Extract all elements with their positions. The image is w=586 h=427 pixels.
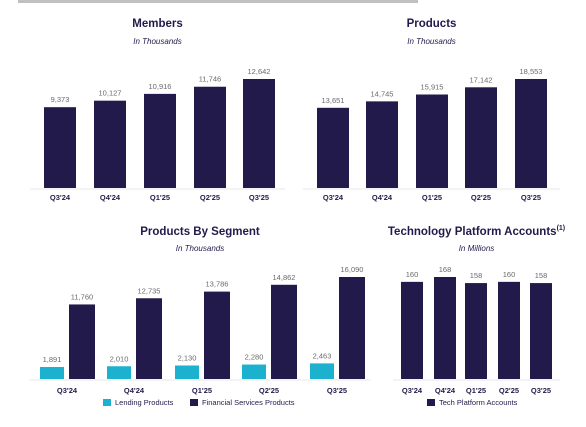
bar-value-label: 9,373: [51, 95, 70, 104]
bar-value-label: 1,891: [43, 355, 62, 364]
chart-subtitle: In Thousands: [133, 37, 181, 46]
chart-title: Technology Platform Accounts(1): [388, 225, 565, 238]
chart-subtitle: In Thousands: [407, 37, 455, 46]
chart-title-text: Products By Segment: [140, 226, 260, 238]
bar-value-label: 11,746: [199, 75, 221, 84]
bar: [317, 107, 349, 188]
bar-value-label: 168: [439, 265, 452, 274]
legend-swatch-lending: [103, 399, 111, 406]
category-tick-label: Q1'25: [466, 386, 486, 395]
bar: [401, 281, 423, 379]
bar: [144, 93, 176, 188]
bar-value-label: 160: [406, 270, 419, 279]
bar: [94, 100, 126, 188]
bar: [366, 101, 398, 188]
chart-title: Members: [132, 18, 183, 30]
category-tick-label: Q4'24: [100, 193, 121, 202]
bar-value-label: 16,090: [341, 265, 364, 274]
bar: [44, 107, 76, 188]
bar: [243, 79, 275, 188]
category-tick-label: Q3'24: [57, 386, 78, 395]
bar: [434, 277, 456, 379]
bar-value-label: 10,127: [99, 89, 122, 98]
chart-subtitle: In Millions: [459, 244, 495, 253]
chart-title-text: Technology Platform Accounts: [388, 226, 557, 238]
cropped-header-text: [18, 0, 418, 3]
legend-swatch-financial: [190, 399, 198, 406]
bar-value-label: 158: [470, 271, 483, 280]
bar-lending-products: [310, 363, 334, 379]
bar-financial-services-products: [69, 304, 95, 379]
bar-value-label: 15,915: [421, 82, 444, 91]
bar: [465, 283, 487, 379]
bar-value-label: 160: [503, 270, 516, 279]
chart-title-text: Members: [132, 18, 183, 30]
products-chart: Products In Thousands 13,651 Q3'24 14,745 Q4'…: [303, 18, 560, 202]
category-tick-label: Q1'25: [150, 193, 170, 202]
chart-title: Products By Segment: [140, 226, 260, 238]
bar: [416, 94, 448, 188]
category-tick-label: Q1'25: [422, 193, 442, 202]
bar-value-label: 18,553: [520, 67, 543, 76]
category-tick-label: Q3'25: [521, 193, 541, 202]
bar-value-label: 2,010: [110, 354, 129, 363]
category-tick-label: Q3'25: [531, 386, 551, 395]
category-tick-label: Q2'25: [200, 193, 220, 202]
bar: [465, 87, 497, 188]
bar-value-label: 12,642: [248, 67, 271, 76]
legend-label: Tech Platform Accounts: [439, 398, 518, 407]
products-by-segment-chart: Products By Segment In Thousands 1,891 11,7…: [30, 226, 370, 407]
bar-financial-services-products: [339, 277, 365, 379]
bar-financial-services-products: [271, 284, 297, 379]
category-tick-label: Q3'24: [402, 386, 423, 395]
bar-lending-products: [175, 365, 199, 379]
bar-value-label: 11,760: [71, 292, 93, 301]
chart-title-text: Products: [407, 18, 457, 30]
category-tick-label: Q3'24: [323, 193, 344, 202]
bar-value-label: 13,651: [322, 96, 345, 105]
bar-value-label: 17,142: [470, 75, 493, 84]
bar-value-label: 14,745: [371, 89, 394, 98]
chart-title: Products: [407, 18, 457, 30]
legend-label: Lending Products: [115, 398, 174, 407]
bar: [498, 281, 520, 379]
category-tick-label: Q4'24: [372, 193, 393, 202]
chart-title-footnote: (1): [557, 225, 566, 232]
bar: [530, 283, 552, 379]
bar: [515, 79, 547, 188]
category-tick-label: Q3'25: [327, 386, 347, 395]
category-tick-label: Q4'24: [124, 386, 145, 395]
bar: [194, 86, 226, 188]
bar-financial-services-products: [204, 291, 230, 379]
chart-subtitle: In Thousands: [176, 244, 224, 253]
category-tick-label: Q3'25: [249, 193, 269, 202]
bar-value-label: 10,916: [149, 82, 172, 91]
legend-label: Financial Services Products: [202, 398, 295, 407]
category-tick-label: Q2'25: [259, 386, 279, 395]
bar-value-label: 13,786: [206, 280, 229, 289]
category-tick-label: Q2'25: [471, 193, 491, 202]
bar-lending-products: [107, 366, 131, 379]
bar-value-label: 2,280: [245, 353, 264, 362]
bar-value-label: 14,862: [273, 273, 296, 282]
category-tick-label: Q1'25: [192, 386, 212, 395]
members-chart: Members In Thousands 9,373 Q3'24 10,127 Q4'24…: [30, 18, 285, 202]
category-tick-label: Q2'25: [499, 386, 519, 395]
legend-swatch-tech: [427, 399, 435, 406]
bar-lending-products: [242, 364, 266, 379]
bar-value-label: 158: [535, 271, 548, 280]
category-tick-label: Q3'24: [50, 193, 71, 202]
category-tick-label: Q4'24: [435, 386, 456, 395]
bar-lending-products: [40, 367, 64, 379]
bar-value-label: 2,463: [313, 351, 332, 360]
bar-value-label: 12,735: [138, 286, 161, 295]
bar-value-label: 2,130: [178, 353, 197, 362]
bar-financial-services-products: [136, 298, 162, 379]
tech-platform-accounts-chart: Technology Platform Accounts(1) In Millio…: [388, 225, 565, 407]
